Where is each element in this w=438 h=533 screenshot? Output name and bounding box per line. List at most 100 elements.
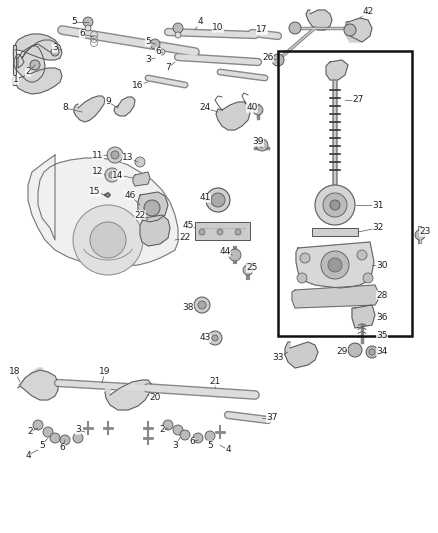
- Text: 3: 3: [75, 425, 81, 434]
- Text: 4: 4: [197, 18, 203, 27]
- Polygon shape: [296, 242, 374, 288]
- Polygon shape: [285, 342, 318, 368]
- Text: 23: 23: [419, 228, 431, 237]
- Text: 22: 22: [180, 233, 191, 243]
- Circle shape: [330, 200, 340, 210]
- Circle shape: [256, 139, 268, 151]
- Circle shape: [193, 433, 203, 443]
- Text: 5: 5: [145, 37, 151, 46]
- Text: 46: 46: [124, 190, 136, 199]
- Circle shape: [43, 427, 53, 437]
- Circle shape: [344, 24, 356, 36]
- Circle shape: [348, 343, 362, 357]
- Polygon shape: [18, 368, 44, 386]
- Polygon shape: [326, 60, 348, 80]
- Polygon shape: [138, 192, 168, 222]
- Circle shape: [211, 193, 225, 207]
- Text: 6: 6: [155, 47, 161, 56]
- Polygon shape: [14, 46, 45, 82]
- Circle shape: [111, 151, 119, 159]
- Text: 6: 6: [59, 443, 65, 453]
- Circle shape: [85, 25, 91, 31]
- Circle shape: [217, 229, 223, 235]
- Circle shape: [135, 157, 145, 167]
- Text: 35: 35: [376, 330, 388, 340]
- Circle shape: [105, 168, 119, 182]
- Circle shape: [90, 222, 126, 258]
- Circle shape: [328, 258, 342, 272]
- Text: 45: 45: [182, 221, 194, 230]
- Text: 13: 13: [122, 154, 134, 163]
- Circle shape: [212, 335, 218, 341]
- Polygon shape: [352, 305, 375, 328]
- Text: 4: 4: [225, 446, 231, 455]
- Text: 3: 3: [52, 44, 58, 52]
- Circle shape: [173, 425, 183, 435]
- Text: 6: 6: [189, 438, 195, 447]
- Polygon shape: [13, 68, 62, 94]
- Circle shape: [83, 17, 93, 27]
- Polygon shape: [22, 40, 58, 58]
- Polygon shape: [346, 18, 372, 42]
- Text: 27: 27: [352, 95, 364, 104]
- Circle shape: [73, 433, 83, 443]
- Circle shape: [109, 172, 115, 178]
- Polygon shape: [140, 215, 170, 246]
- Text: 24: 24: [199, 103, 211, 112]
- Text: 3: 3: [145, 55, 151, 64]
- Text: 42: 42: [362, 7, 374, 17]
- Text: 20: 20: [149, 393, 161, 402]
- Text: 31: 31: [372, 200, 384, 209]
- Text: 17: 17: [256, 26, 268, 35]
- Circle shape: [144, 200, 160, 216]
- Text: 14: 14: [112, 171, 124, 180]
- Circle shape: [150, 39, 160, 49]
- Text: 9: 9: [105, 98, 111, 107]
- Text: 43: 43: [199, 334, 211, 343]
- Text: 25: 25: [246, 263, 258, 272]
- Circle shape: [206, 188, 230, 212]
- Text: 37: 37: [266, 414, 278, 423]
- Polygon shape: [74, 96, 105, 122]
- Circle shape: [50, 433, 60, 443]
- Text: 5: 5: [39, 440, 45, 449]
- Circle shape: [272, 54, 284, 66]
- Text: 19: 19: [99, 367, 111, 376]
- Circle shape: [321, 251, 349, 279]
- Circle shape: [357, 250, 367, 260]
- Bar: [312, 228, 358, 236]
- Text: 21: 21: [209, 377, 221, 386]
- Polygon shape: [13, 45, 16, 85]
- Circle shape: [30, 60, 40, 70]
- Text: 34: 34: [376, 348, 388, 357]
- Circle shape: [243, 265, 253, 275]
- Text: 40: 40: [246, 103, 258, 112]
- Polygon shape: [114, 97, 135, 116]
- Polygon shape: [306, 10, 332, 30]
- Circle shape: [199, 229, 205, 235]
- Text: 39: 39: [252, 138, 264, 147]
- Circle shape: [253, 105, 263, 115]
- Text: 2: 2: [159, 425, 165, 434]
- Circle shape: [180, 430, 190, 440]
- Circle shape: [208, 331, 222, 345]
- Text: 36: 36: [376, 313, 388, 322]
- Text: 11: 11: [92, 150, 104, 159]
- Text: 30: 30: [376, 261, 388, 270]
- Circle shape: [73, 205, 143, 275]
- Circle shape: [175, 32, 181, 38]
- Text: 18: 18: [9, 367, 21, 376]
- Text: 22: 22: [134, 211, 145, 220]
- Polygon shape: [105, 380, 152, 410]
- Circle shape: [159, 49, 165, 55]
- Text: 16: 16: [132, 80, 144, 90]
- Text: 29: 29: [336, 348, 348, 357]
- Polygon shape: [13, 34, 62, 60]
- Text: 32: 32: [372, 223, 384, 232]
- Text: 3: 3: [172, 440, 178, 449]
- Circle shape: [60, 435, 70, 445]
- Text: 38: 38: [182, 303, 194, 312]
- Text: 7: 7: [165, 63, 171, 72]
- Circle shape: [297, 273, 307, 283]
- Text: 15: 15: [89, 188, 101, 197]
